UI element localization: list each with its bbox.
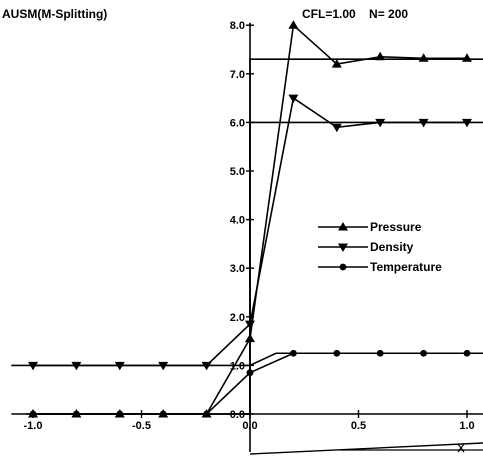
legend-label: Temperature <box>370 260 442 274</box>
lower-line-1 <box>249 442 483 455</box>
series-pressure-point <box>418 53 429 62</box>
legend-marker <box>339 263 347 271</box>
series-density-point <box>28 361 38 371</box>
chart-title: AUSM(M-Splitting) <box>2 7 107 21</box>
series-temperature-point <box>376 349 384 357</box>
series-temperature-point <box>420 349 427 357</box>
legend-item-density: Density <box>318 240 414 254</box>
legend-label: Density <box>370 240 414 254</box>
lower-residual-lines <box>249 442 483 455</box>
chart-subtitle: CFL=1.00 N= 200 <box>302 7 408 21</box>
series-density-point <box>418 118 429 128</box>
series-temperature-point <box>463 349 471 357</box>
series-density-point <box>375 118 386 128</box>
series-pressure-point <box>245 333 255 343</box>
legend-item-temperature: Temperature <box>318 260 442 274</box>
exact-pressure-line <box>33 58 483 415</box>
series-layer <box>28 20 472 418</box>
axes: 0.0 1.0 2.0 3.0 4.0 5.0 6.0 7.0 8.0 -1.0 -0.5 0.0 0.… <box>24 20 483 452</box>
y-tick-label: 3.0 <box>230 263 245 275</box>
series-density <box>28 94 472 371</box>
series-temperature-point <box>116 410 124 418</box>
y-tick-label: 1.0 <box>230 360 245 372</box>
series-temperature-point <box>159 410 167 418</box>
series-density-point <box>158 361 169 371</box>
series-temperature-point <box>203 410 211 418</box>
y-tick-label: 5.0 <box>230 166 245 178</box>
series-density-point <box>114 361 125 371</box>
series-pressure-point <box>331 59 342 68</box>
series-temperature-point <box>246 369 254 377</box>
x-tick-label: 0.0 <box>242 420 257 432</box>
exact-temperature-line <box>11 352 483 415</box>
y-tick-label: 7.0 <box>230 69 245 81</box>
series-temperature-point <box>290 349 297 357</box>
series-density-point <box>288 94 299 104</box>
legend-marker <box>338 243 348 252</box>
series-pressure-point <box>462 53 472 62</box>
x-tick-label: -1.0 <box>24 420 43 432</box>
series-temperature-point <box>29 410 37 418</box>
series-temperature-point <box>73 410 80 418</box>
legend-item-pressure: Pressure <box>318 220 422 234</box>
x-tick-label: 0.5 <box>351 420 366 432</box>
legend: Pressure Density Temperature <box>318 220 442 274</box>
series-pressure-point <box>375 51 386 61</box>
y-tick-label: 2.0 <box>230 312 245 324</box>
legend-label: Pressure <box>370 220 422 234</box>
series-density-point <box>71 361 82 371</box>
y-tick-label: 6.0 <box>230 117 245 129</box>
exact-solution-lines <box>11 58 483 415</box>
x-tick-label: -0.5 <box>132 420 151 432</box>
lower-marker-b <box>457 443 465 453</box>
y-tick-label: 4.0 <box>230 215 245 227</box>
series-pressure-point <box>288 20 299 29</box>
series-density-point <box>331 123 342 133</box>
legend-marker <box>338 222 348 231</box>
series-density-point <box>245 320 255 330</box>
series-temperature <box>29 349 471 418</box>
series-density-point <box>201 361 212 371</box>
series-density-point <box>462 118 472 128</box>
series-temperature-point <box>333 349 341 357</box>
y-tick-label: 8.0 <box>230 20 245 32</box>
x-tick-label: 1.0 <box>459 420 474 432</box>
y-tick-label: 0.0 <box>230 409 245 421</box>
